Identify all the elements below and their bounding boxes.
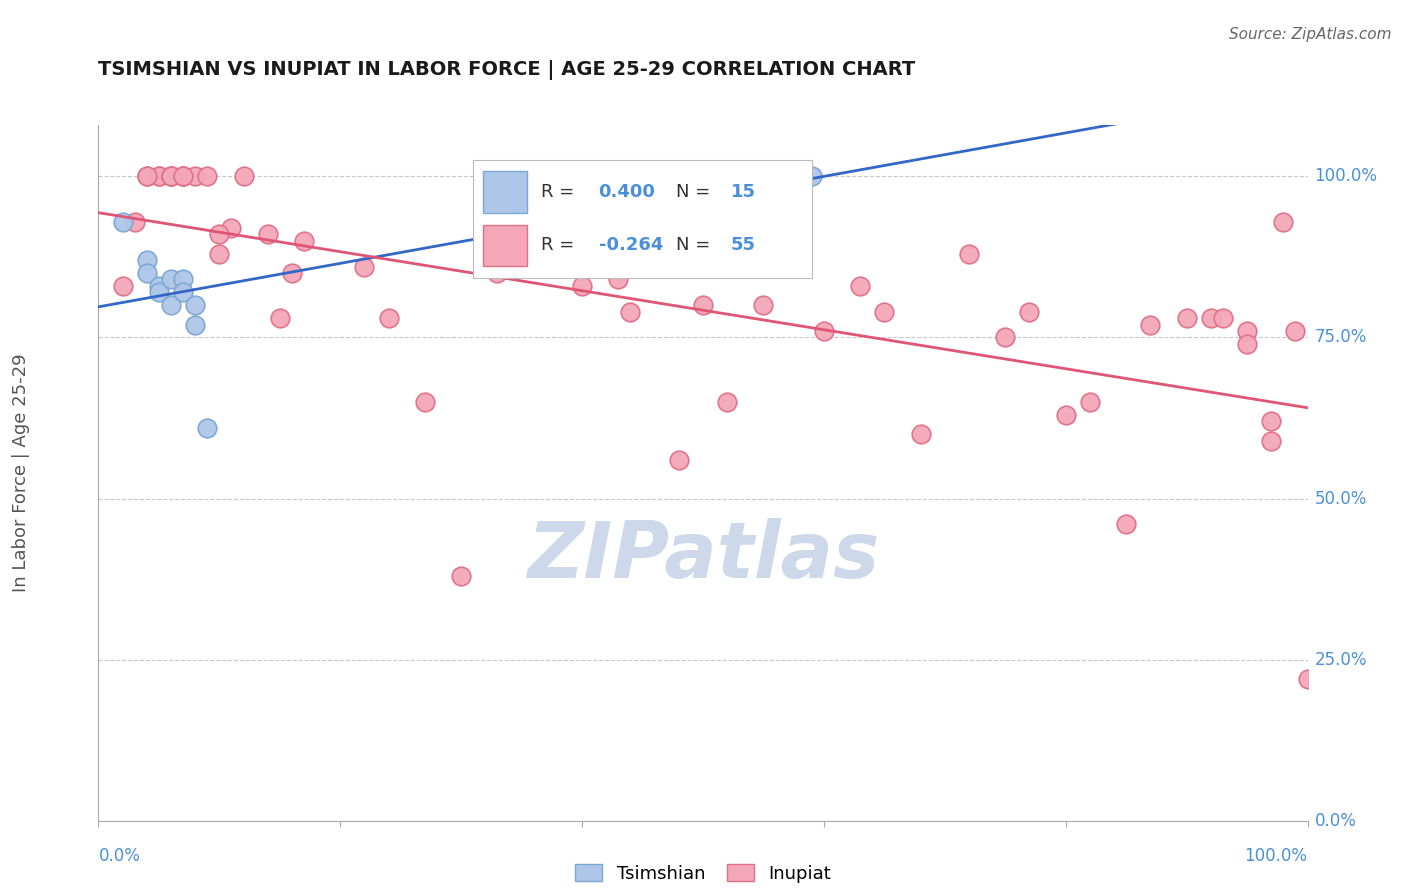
Point xyxy=(208,246,231,260)
Point xyxy=(716,395,738,409)
Point xyxy=(281,266,304,280)
Point xyxy=(292,234,315,248)
Text: Source: ZipAtlas.com: Source: ZipAtlas.com xyxy=(1229,27,1392,42)
Point xyxy=(135,169,157,184)
Point xyxy=(910,427,932,442)
Point xyxy=(184,298,207,312)
Point xyxy=(752,298,775,312)
Point xyxy=(1054,408,1077,422)
Point xyxy=(957,246,980,260)
Text: 75.0%: 75.0% xyxy=(1315,328,1367,346)
Point xyxy=(232,169,254,184)
Text: 25.0%: 25.0% xyxy=(1315,650,1367,669)
Point xyxy=(160,298,183,312)
Point xyxy=(668,453,690,467)
Point xyxy=(111,214,134,228)
Point xyxy=(571,279,593,293)
Text: 100.0%: 100.0% xyxy=(1244,847,1308,865)
Point xyxy=(160,169,183,184)
Point xyxy=(1296,672,1319,686)
Text: ZIPatlas: ZIPatlas xyxy=(527,518,879,594)
Point xyxy=(1018,304,1040,318)
Point xyxy=(221,221,243,235)
Point xyxy=(148,169,170,184)
Point xyxy=(607,272,630,286)
Point xyxy=(800,169,823,184)
Point xyxy=(1284,324,1306,338)
Point xyxy=(124,214,146,228)
Text: 50.0%: 50.0% xyxy=(1315,490,1367,508)
Point xyxy=(195,420,218,434)
Text: 0.0%: 0.0% xyxy=(98,847,141,865)
Point xyxy=(148,169,170,184)
Point xyxy=(172,272,194,286)
Point xyxy=(160,272,183,286)
Point xyxy=(1272,214,1295,228)
Point xyxy=(1236,337,1258,351)
Point xyxy=(1236,324,1258,338)
Text: In Labor Force | Age 25-29: In Labor Force | Age 25-29 xyxy=(13,353,30,592)
Legend: Tsimshian, Inupiat: Tsimshian, Inupiat xyxy=(569,858,837,888)
Point xyxy=(172,169,194,184)
Point xyxy=(813,324,835,338)
Point xyxy=(1260,434,1282,448)
Point xyxy=(873,304,896,318)
Point xyxy=(111,279,134,293)
Point xyxy=(148,279,170,293)
Point xyxy=(172,285,194,300)
Point xyxy=(1199,311,1222,326)
Point xyxy=(413,395,436,409)
Point xyxy=(172,169,194,184)
Point xyxy=(486,266,509,280)
Point xyxy=(776,169,799,184)
Text: 0.0%: 0.0% xyxy=(1315,812,1357,830)
Point xyxy=(692,298,714,312)
Point xyxy=(1175,311,1198,326)
Point xyxy=(160,169,183,184)
Point xyxy=(160,169,183,184)
Point xyxy=(1260,414,1282,428)
Point xyxy=(195,169,218,184)
Point xyxy=(849,279,872,293)
Point xyxy=(135,169,157,184)
Point xyxy=(353,260,375,274)
Point xyxy=(377,311,399,326)
Point xyxy=(269,311,291,326)
Point xyxy=(208,227,231,242)
Point xyxy=(256,227,278,242)
Point xyxy=(184,318,207,332)
Point xyxy=(1212,311,1234,326)
Point xyxy=(184,169,207,184)
Point xyxy=(450,569,472,583)
Point xyxy=(1115,517,1137,532)
Point xyxy=(1139,318,1161,332)
Point xyxy=(172,169,194,184)
Point xyxy=(994,330,1017,344)
Point xyxy=(135,266,157,280)
Text: TSIMSHIAN VS INUPIAT IN LABOR FORCE | AGE 25-29 CORRELATION CHART: TSIMSHIAN VS INUPIAT IN LABOR FORCE | AG… xyxy=(98,61,915,80)
Point xyxy=(619,304,641,318)
Point xyxy=(752,169,775,184)
Point xyxy=(135,253,157,268)
Text: 100.0%: 100.0% xyxy=(1315,168,1378,186)
Point xyxy=(148,285,170,300)
Point xyxy=(1078,395,1101,409)
